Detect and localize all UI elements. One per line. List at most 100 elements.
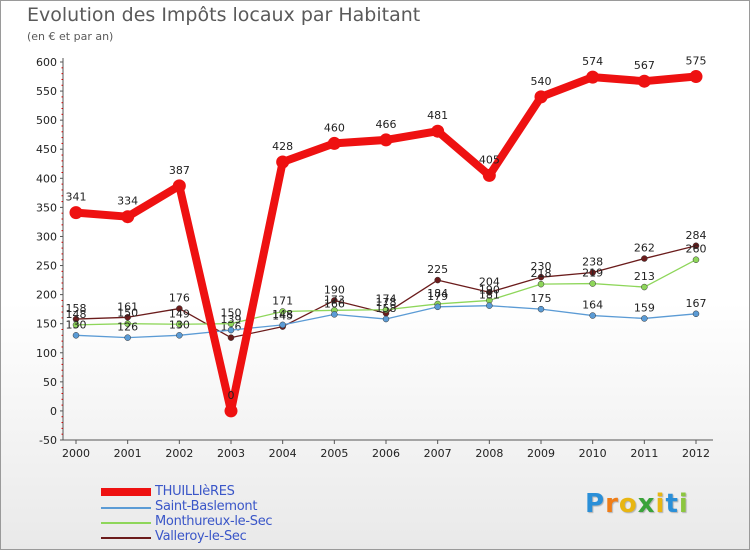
data-point-thuilli-res — [431, 124, 445, 138]
x-tick-label: 2003 — [217, 447, 245, 460]
x-tick-label: 2002 — [165, 447, 193, 460]
data-label-saint-baslemont: 166 — [324, 297, 345, 310]
y-tick-label: 200 — [36, 289, 57, 302]
data-point-saint-baslemont — [124, 334, 131, 341]
x-tick-label: 2000 — [62, 447, 90, 460]
x-tick-label: 2012 — [682, 447, 710, 460]
data-point-monthureux-le-sec — [279, 308, 286, 315]
data-label-thuilli-res: 481 — [427, 109, 448, 122]
data-point-saint-baslemont — [382, 315, 390, 323]
logo-letter: x — [637, 489, 656, 519]
x-tick-label: 2011 — [630, 447, 658, 460]
data-label-thuilli-res: 387 — [169, 164, 190, 177]
data-label-thuilli-res: 567 — [634, 59, 655, 72]
data-point-thuilli-res — [586, 70, 600, 84]
data-label-saint-baslemont: 179 — [427, 290, 448, 303]
data-label-thuilli-res: 405 — [479, 153, 500, 166]
data-point-saint-baslemont — [72, 332, 80, 339]
data-label-saint-baslemont: 159 — [634, 301, 655, 314]
y-tick-label: 50 — [43, 376, 57, 389]
data-label-valleroy-le-sec: 161 — [117, 300, 138, 313]
data-label-saint-baslemont: 158 — [376, 302, 397, 315]
legend-label-saint-baslemont: Saint-Baslemont — [155, 499, 258, 514]
logo-letter: r — [605, 489, 619, 519]
legend-label-monthureux-le-sec: Monthureux-le-Sec — [155, 514, 273, 529]
data-point-valleroy-le-sec — [124, 314, 131, 321]
data-label-thuilli-res: 575 — [686, 55, 707, 68]
data-label-saint-baslemont: 126 — [117, 321, 138, 334]
data-point-valleroy-le-sec — [331, 297, 338, 304]
y-tick-label: 150 — [36, 318, 57, 331]
data-point-saint-baslemont — [692, 310, 700, 318]
data-label-saint-baslemont: 130 — [66, 318, 87, 331]
data-label-saint-baslemont: 181 — [479, 289, 500, 302]
data-label-monthureux-le-sec: 150 — [117, 307, 138, 320]
y-tick-label: 550 — [36, 85, 57, 98]
data-point-saint-baslemont — [641, 315, 648, 322]
y-tick-label: 300 — [36, 230, 57, 243]
x-tick-label: 2001 — [114, 447, 142, 460]
data-label-valleroy-le-sec: 176 — [169, 292, 190, 305]
data-point-saint-baslemont — [537, 305, 545, 313]
data-label-monthureux-le-sec: 174 — [376, 293, 397, 306]
data-point-valleroy-le-sec — [176, 305, 183, 312]
x-tick-label: 2007 — [424, 447, 452, 460]
data-label-valleroy-le-sec: 204 — [479, 275, 500, 288]
data-label-valleroy-le-sec: 225 — [427, 263, 448, 276]
data-label-valleroy-le-sec: 190 — [324, 283, 345, 296]
data-point-saint-baslemont — [227, 326, 235, 334]
y-tick-label: 450 — [36, 143, 57, 156]
data-label-valleroy-le-sec: 262 — [634, 242, 655, 255]
x-tick-label: 2010 — [579, 447, 607, 460]
data-label-saint-baslemont: 139 — [221, 313, 242, 326]
data-point-thuilli-res — [69, 206, 83, 220]
data-label-saint-baslemont: 167 — [686, 297, 707, 310]
data-label-monthureux-le-sec: 149 — [169, 307, 190, 320]
y-tick-label: 400 — [36, 172, 57, 185]
x-tick-label: 2005 — [320, 447, 348, 460]
data-label-valleroy-le-sec: 238 — [582, 256, 603, 269]
data-point-saint-baslemont — [434, 303, 441, 311]
data-point-monthureux-le-sec — [641, 283, 648, 291]
data-point-valleroy-le-sec — [227, 334, 235, 341]
y-tick-label: 250 — [36, 260, 57, 273]
legend-swatch-monthureux-le-sec — [101, 522, 151, 524]
data-point-thuilli-res — [482, 168, 496, 182]
data-point-saint-baslemont — [486, 302, 493, 309]
data-label-saint-baslemont: 175 — [531, 292, 552, 305]
data-label-monthureux-le-sec: 218 — [531, 267, 552, 280]
data-point-valleroy-le-sec — [434, 276, 441, 284]
y-tick-label: 600 — [36, 56, 57, 69]
data-label-thuilli-res: 428 — [272, 140, 293, 153]
data-point-monthureux-le-sec — [589, 280, 596, 287]
y-tick-label: -50 — [39, 434, 57, 447]
data-point-thuilli-res — [224, 404, 238, 418]
chart-title: Evolution des Impôts locaux par Habitant — [27, 4, 421, 26]
data-point-thuilli-res — [534, 90, 548, 104]
data-label-monthureux-le-sec: 190 — [479, 283, 500, 296]
data-point-monthureux-le-sec — [176, 321, 183, 328]
y-tick-label: 100 — [36, 347, 57, 360]
data-label-valleroy-le-sec: 178 — [376, 296, 397, 309]
data-label-thuilli-res: 334 — [117, 195, 138, 208]
chart-subtitle: (en € et par an) — [27, 30, 114, 43]
x-tick-label: 2008 — [475, 447, 503, 460]
data-label-monthureux-le-sec: 213 — [634, 270, 655, 283]
data-point-thuilli-res — [172, 179, 186, 193]
data-point-saint-baslemont — [279, 321, 286, 329]
x-tick-label: 2006 — [372, 447, 400, 460]
logo-letter: i — [655, 489, 666, 519]
y-tick-label: 350 — [36, 201, 57, 214]
data-label-thuilli-res: 540 — [531, 75, 552, 88]
data-label-valleroy-le-sec: 284 — [686, 229, 707, 242]
proxiti-logo: Proxiti — [585, 489, 689, 519]
data-label-monthureux-le-sec: 219 — [582, 267, 603, 280]
legend-swatch-valleroy-le-sec — [101, 537, 151, 539]
data-label-thuilli-res: 466 — [376, 118, 397, 131]
data-label-valleroy-le-sec: 158 — [66, 302, 87, 315]
data-label-saint-baslemont: 148 — [272, 308, 293, 321]
data-point-valleroy-le-sec — [692, 242, 700, 250]
data-label-saint-baslemont: 164 — [582, 299, 603, 312]
